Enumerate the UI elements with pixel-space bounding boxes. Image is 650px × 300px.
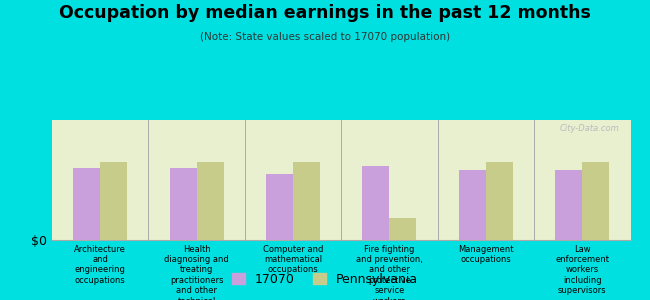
Bar (582, 162, 609, 240)
Bar (293, 162, 320, 240)
Bar (196, 162, 224, 240)
Text: (Note: State values scaled to 17070 population): (Note: State values scaled to 17070 popu… (200, 32, 450, 41)
Text: Architecture
and
engineering
occupations: Architecture and engineering occupations (74, 244, 126, 285)
Bar (73, 168, 100, 240)
Text: Health
diagnosing and
treating
practitioners
and other
technical
occupations: Health diagnosing and treating practitio… (164, 244, 229, 300)
Text: City-Data.com: City-Data.com (559, 124, 619, 133)
Text: Occupation by median earnings in the past 12 months: Occupation by median earnings in the pas… (59, 4, 591, 22)
Bar (170, 168, 196, 240)
Bar (266, 174, 293, 240)
Legend: 17070, Pennsylvania: 17070, Pennsylvania (227, 268, 423, 291)
Text: Computer and
mathematical
occupations: Computer and mathematical occupations (263, 244, 323, 274)
Bar (389, 218, 417, 240)
Text: Fire fighting
and prevention,
and other
protective
service
workers
including
sup: Fire fighting and prevention, and other … (356, 244, 423, 300)
Bar (555, 170, 582, 240)
Bar (486, 162, 513, 240)
Text: Law
enforcement
workers
including
supervisors: Law enforcement workers including superv… (555, 244, 609, 295)
Bar (363, 166, 389, 240)
Bar (100, 162, 127, 240)
Bar (459, 170, 486, 240)
Text: Management
occupations: Management occupations (458, 244, 514, 264)
